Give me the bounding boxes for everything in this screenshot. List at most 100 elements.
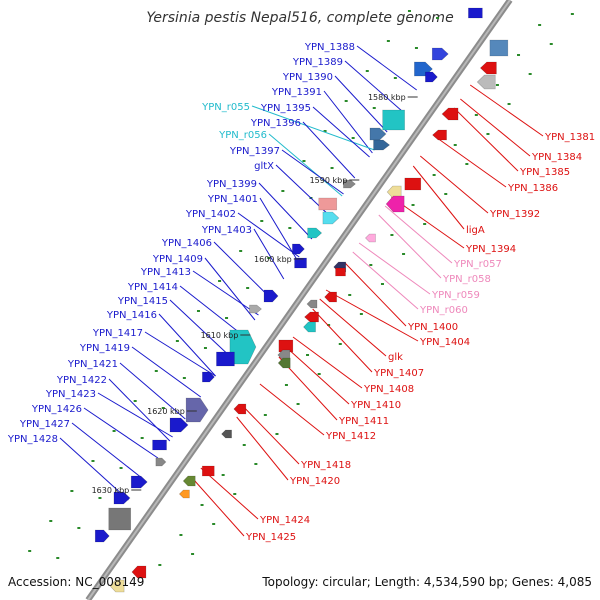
tick-dot <box>225 317 229 319</box>
tick-dot <box>538 24 542 26</box>
leader-line-right <box>453 107 519 172</box>
kbp-marker-label: 1630 kbp <box>92 486 130 495</box>
gene-arrow <box>306 299 318 309</box>
gene-arrow <box>94 529 110 543</box>
leader-line-left <box>144 331 216 377</box>
tick-dot <box>474 114 478 116</box>
gene-arrow <box>431 47 449 61</box>
tick-dot <box>119 467 123 469</box>
gene-label-right: YPN_1425 <box>245 532 296 543</box>
gene-arrow <box>130 475 148 489</box>
leader-line-left <box>323 90 373 154</box>
tick-dot <box>239 250 243 252</box>
tick-dot <box>327 324 331 326</box>
gene-label-right: YPN_1418 <box>300 460 351 471</box>
gene-label-right: YPN_r060 <box>419 305 468 316</box>
gene-label-left: YPN_1414 <box>127 282 178 293</box>
gene-box <box>335 267 346 277</box>
gene-label-left: YPN_1397 <box>229 146 280 157</box>
gene-arrow <box>369 127 387 141</box>
tick-dot <box>191 553 195 555</box>
gene-features <box>94 7 509 593</box>
tick-dot <box>200 504 204 506</box>
leader-line-left <box>344 60 403 112</box>
tick-dot <box>486 133 490 135</box>
gene-label-left: YPN_1402 <box>185 209 236 220</box>
tick-dot <box>411 204 415 206</box>
tick-dot <box>423 223 427 225</box>
gene-label-left: YPN_1406 <box>161 238 212 249</box>
gene-arrow <box>441 107 459 121</box>
tick-dot <box>158 564 162 566</box>
gene-label-right: YPN_1381 <box>544 132 595 143</box>
tick-dot <box>402 253 406 255</box>
leader-line-right <box>469 84 544 137</box>
gene-box <box>489 39 509 57</box>
tick-dot <box>267 257 271 259</box>
gene-label-right: YPN_1404 <box>419 337 470 348</box>
leader-line-right <box>384 205 453 264</box>
gene-label-left: YPN_1396 <box>250 118 301 129</box>
gene-arrow <box>131 565 147 579</box>
leader-line-left <box>258 182 313 240</box>
tick-dot <box>444 193 448 195</box>
gene-label-left: YPN_1389 <box>292 57 343 68</box>
kbp-marker-label: 1620 kbp <box>147 407 185 416</box>
gene-box <box>404 177 422 191</box>
gene-label-left: YPN_1413 <box>140 267 191 278</box>
tick-dot <box>179 534 183 536</box>
tick-dot <box>386 40 390 42</box>
tick-dot <box>390 234 394 236</box>
leader-line-left <box>179 285 244 337</box>
gene-arrow <box>109 579 125 593</box>
leader-line-left <box>158 313 216 377</box>
gene-label-left: YPN_1423 <box>45 389 96 400</box>
tick-dot <box>182 377 186 379</box>
gene-label-left: YPN_1415 <box>117 296 168 307</box>
gene-box <box>318 197 338 211</box>
tick-dot <box>380 283 384 285</box>
tick-dot <box>281 190 285 192</box>
gene-label-right: YPN_1410 <box>350 400 401 411</box>
tick-dot <box>414 47 418 49</box>
leader-line-left <box>268 133 343 197</box>
tick-dot <box>275 433 279 435</box>
gene-label-left: gltX <box>254 161 274 172</box>
tick-dot <box>517 54 521 56</box>
tick-dot <box>49 520 53 522</box>
gene-label-right: YPN_1384 <box>531 152 582 163</box>
leader-line-left <box>253 228 285 280</box>
gene-label-left: YPN_1409 <box>152 254 203 265</box>
leader-line-right <box>352 251 419 310</box>
gene-arrow <box>185 397 209 423</box>
tick-dot <box>133 400 137 402</box>
tick-dot <box>140 437 144 439</box>
tick-dot <box>372 107 376 109</box>
leader-line-left <box>119 362 186 420</box>
tick-dot <box>495 84 499 86</box>
gene-label-right: YPN_1411 <box>338 416 389 427</box>
tick-dot <box>344 100 348 102</box>
gene-label-left: YPN_r056 <box>218 130 267 141</box>
leader-line-right <box>292 336 363 389</box>
gene-label-right: YPN_1407 <box>373 368 424 379</box>
tick-dot <box>260 220 264 222</box>
tick-dot <box>365 70 369 72</box>
leader-line-right <box>200 467 259 520</box>
gene-label-left: YPN_r055 <box>201 102 250 113</box>
gene-arrow <box>169 417 189 433</box>
tick-dot <box>154 370 158 372</box>
leader-line-left <box>83 407 159 459</box>
gene-box <box>216 351 235 367</box>
tick-dot <box>212 523 216 525</box>
gene-label-right: YPN_1424 <box>259 515 310 526</box>
gene-label-right: ligA <box>466 225 485 236</box>
gene-label-right: YPN_1386 <box>507 183 558 194</box>
leader-line-left <box>169 299 230 357</box>
gene-label-left: YPN_1391 <box>271 87 322 98</box>
gene-label-right: YPN_1420 <box>289 476 340 487</box>
leader-line-right <box>344 262 407 327</box>
gene-arrow <box>277 357 291 369</box>
gene-label-left: YPN_1417 <box>92 328 143 339</box>
